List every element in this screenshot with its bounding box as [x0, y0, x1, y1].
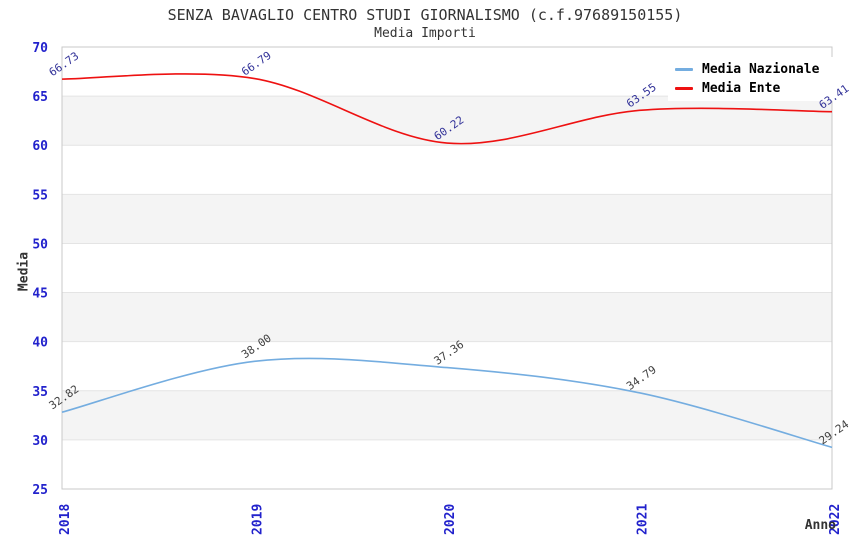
plot-band [62, 194, 832, 244]
legend-item-media-ente[interactable]: Media Ente [668, 81, 833, 96]
x-tick-label: 2022 [828, 504, 843, 535]
y-tick-label: 55 [32, 188, 48, 203]
x-tick-label: 2021 [636, 504, 651, 535]
plot-band [62, 243, 832, 293]
legend-item-media-nazionale[interactable]: Media Nazionale [668, 62, 833, 77]
chart-title: SENZA BAVAGLIO CENTRO STUDI GIORNALISMO … [167, 6, 683, 24]
x-tick-label: 2018 [58, 504, 73, 535]
plot-band [62, 390, 832, 440]
legend-marker-media-ente-icon [675, 87, 693, 90]
chart-subtitle: Media Importi [374, 26, 476, 41]
plot-border [61, 46, 833, 490]
x-tick-label: 2020 [443, 504, 458, 535]
y-tick-label: 30 [32, 434, 48, 449]
y-axis-title: Media [16, 251, 32, 292]
y-tick-label: 70 [32, 41, 48, 56]
chart-legend: Media Nazionale Media Ente [668, 57, 833, 101]
series-line-media-nazionale [61, 357, 833, 449]
legend-label: Media Ente [702, 81, 781, 96]
series-line-media-ente [61, 73, 833, 145]
y-tick-label: 60 [32, 139, 48, 154]
y-tick-label: 45 [32, 287, 48, 302]
plot-band [62, 96, 832, 146]
x-tick-label: 2019 [251, 504, 266, 535]
y-tick-label: 50 [32, 237, 48, 252]
plot-band [62, 439, 832, 489]
y-tick-label: 65 [32, 90, 48, 105]
plot-band [62, 145, 832, 195]
y-tick-label: 25 [32, 483, 48, 498]
y-tick-label: 40 [32, 336, 48, 351]
legend-label: Media Nazionale [702, 62, 820, 77]
x-axis-title: Anno [804, 518, 836, 533]
legend-marker-media-nazionale-icon [675, 68, 693, 71]
y-tick-label: 35 [32, 385, 48, 400]
plot-band [62, 341, 832, 391]
plot-band [62, 292, 832, 342]
